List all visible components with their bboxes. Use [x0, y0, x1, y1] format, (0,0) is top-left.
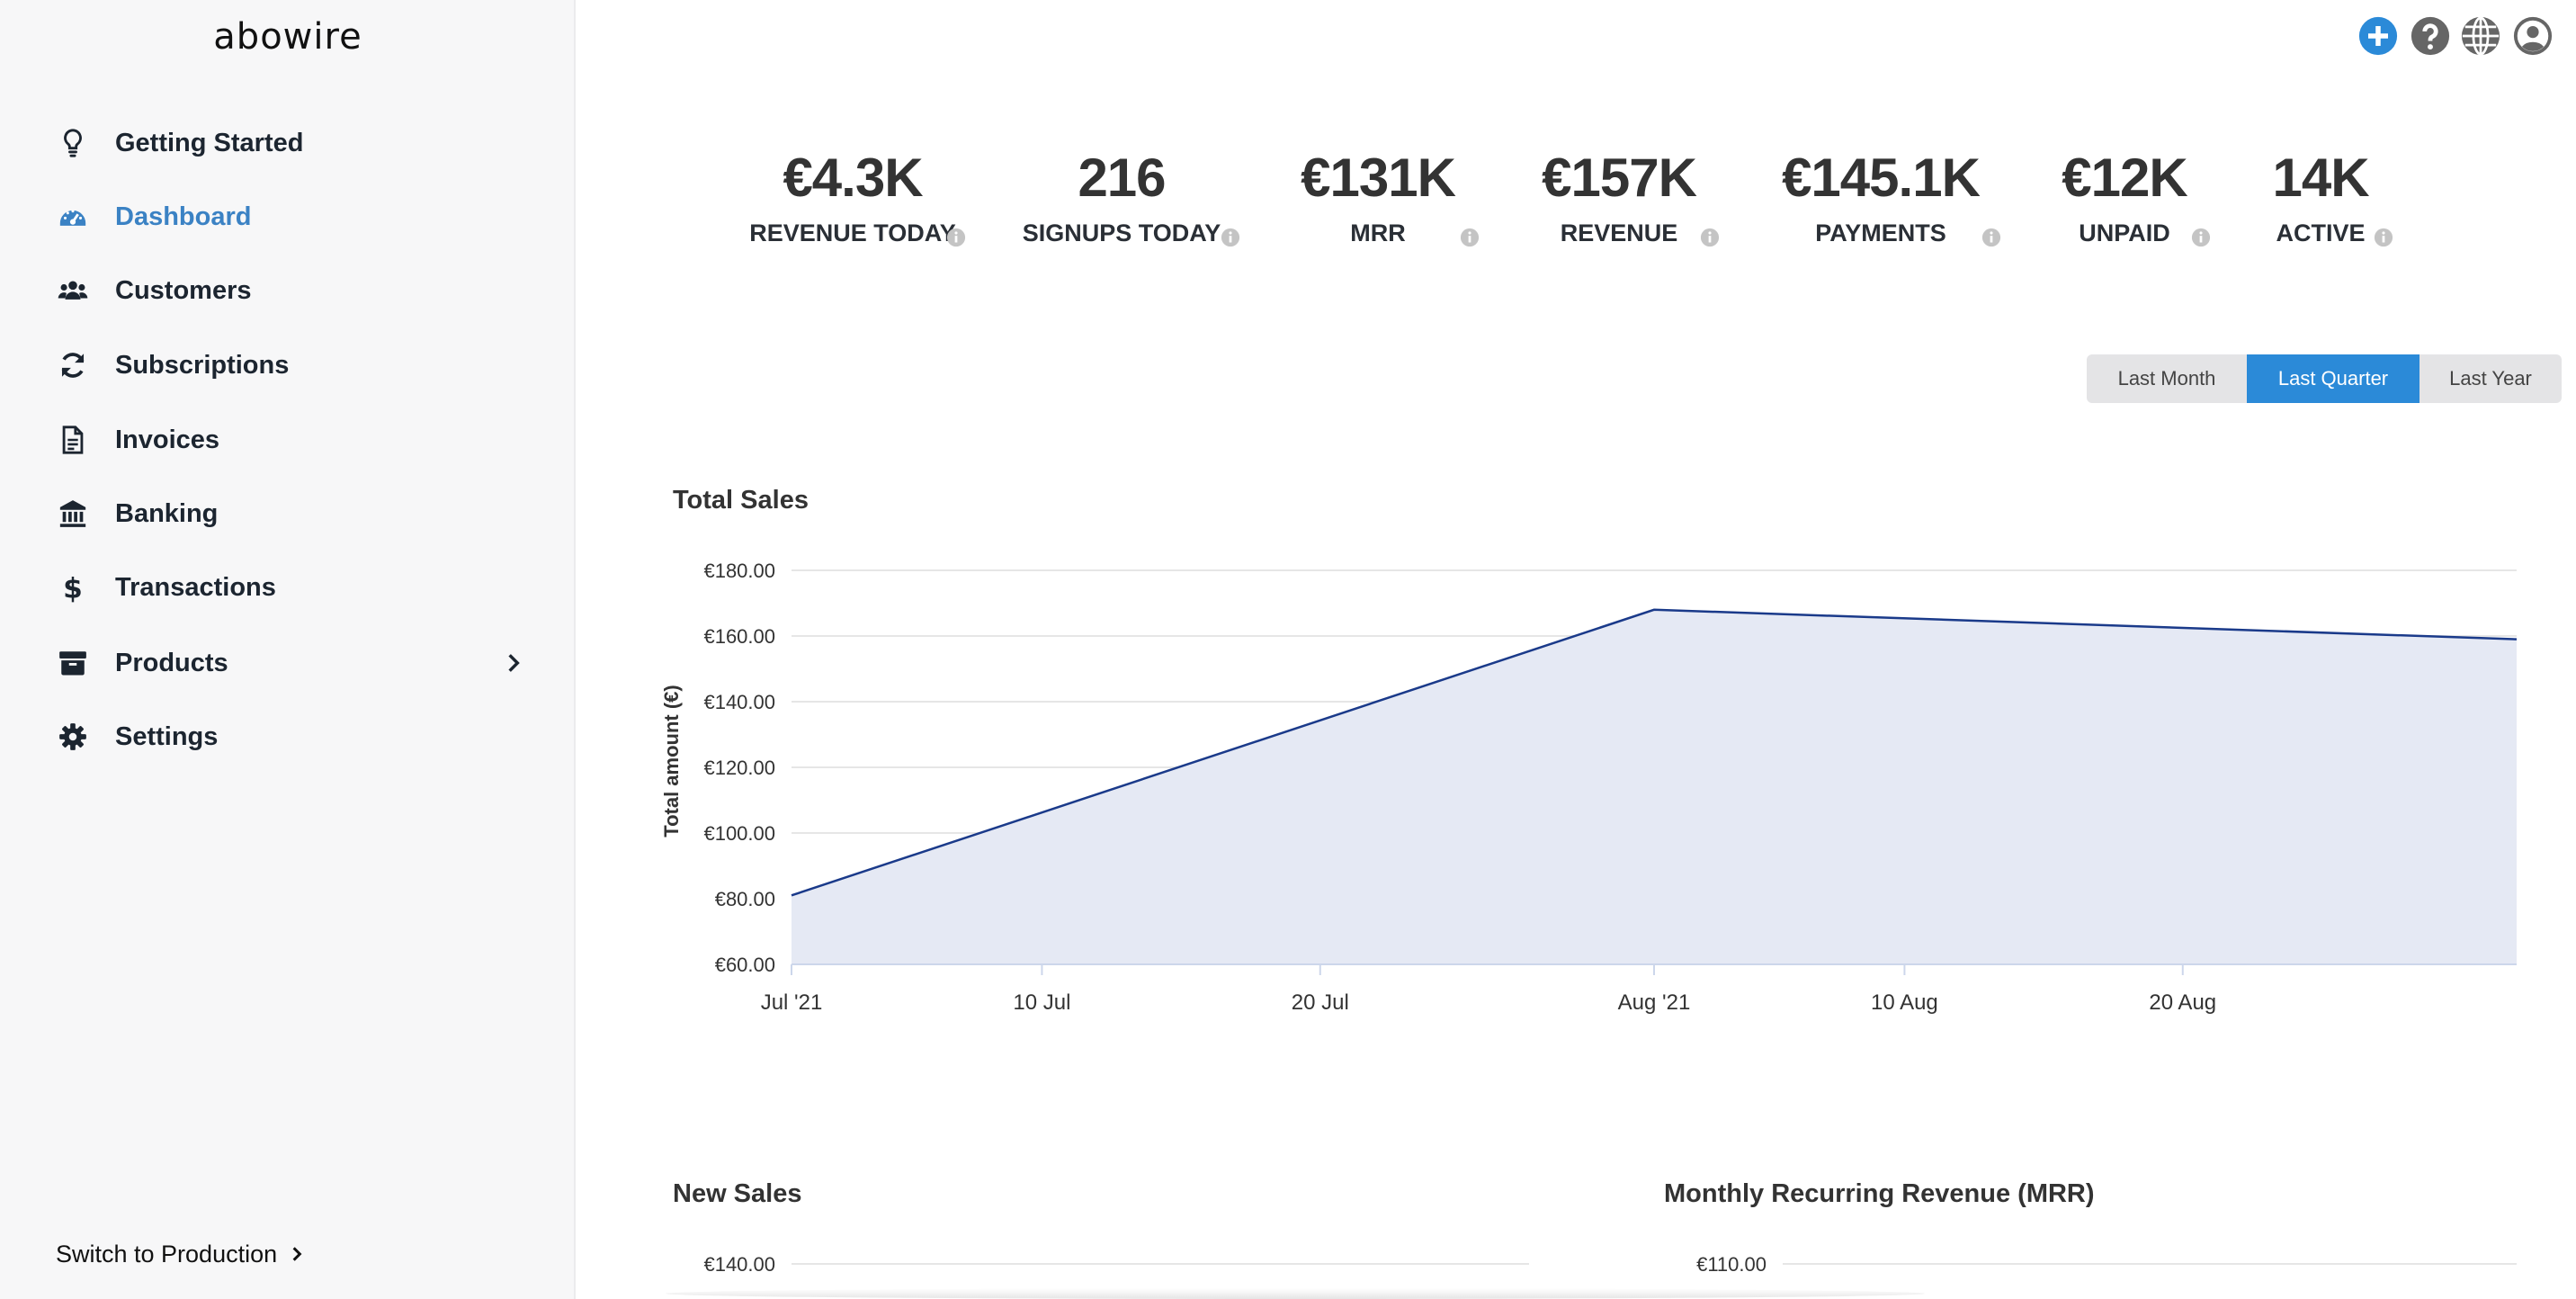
info-icon[interactable]	[2191, 228, 2211, 247]
sidebar-item-label: Invoices	[115, 425, 220, 454]
info-icon[interactable]	[1700, 228, 1720, 247]
kpi-value: €157K	[1542, 148, 1697, 208]
kpi-value: €145.1K	[1782, 148, 1981, 208]
info-icon[interactable]	[946, 228, 966, 247]
y-tick-label: €120.00	[703, 757, 775, 779]
sidebar: abowire Getting Started Dashboard Custom…	[0, 0, 576, 1299]
sidebar-item-products[interactable]: Products	[54, 635, 549, 691]
chevron-right-icon	[292, 1247, 302, 1261]
kpi-label: ACTIVE	[2276, 219, 2366, 246]
document-icon	[54, 421, 92, 459]
range-last-month-button[interactable]: Last Month	[2117, 367, 2216, 390]
globe-icon[interactable]	[2461, 16, 2500, 56]
y-tick-label: €60.00	[715, 954, 775, 976]
area-fill	[792, 609, 2517, 964]
users-icon	[54, 272, 92, 309]
user-icon[interactable]	[2513, 16, 2553, 56]
switch-to-production-link[interactable]: Switch to Production	[56, 1236, 306, 1272]
add-icon[interactable]	[2358, 16, 2398, 56]
kpi-revenue-today: €4.3K REVENUE TODAY	[739, 146, 966, 247]
kpi-payments: €145.1K PAYMENTS	[1768, 146, 1993, 247]
y-tick-label: €80.00	[715, 888, 775, 910]
dashboard-gauge-icon	[54, 198, 92, 236]
lightbulb-icon	[54, 124, 92, 162]
y-tick-label: €100.00	[703, 822, 775, 845]
series-line	[791, 608, 2518, 897]
sidebar-item-label: Banking	[115, 498, 219, 528]
x-tick-label: Jul '21	[761, 990, 823, 1015]
kpi-label: SIGNUPS TODAY	[1022, 219, 1221, 246]
sidebar-item-banking[interactable]: Banking	[54, 486, 549, 542]
info-icon[interactable]	[1460, 228, 1480, 247]
switch-to-production-label: Switch to Production	[56, 1240, 278, 1268]
range-last-quarter-button[interactable]: Last Quarter	[2247, 354, 2419, 403]
sidebar-item-label: Settings	[115, 721, 219, 751]
kpi-active: 14K ACTIVE	[2240, 146, 2402, 247]
y-tick-label: €140.00	[703, 691, 775, 713]
box-icon	[54, 644, 92, 682]
x-tick-label: 10 Aug	[1871, 990, 1938, 1015]
sidebar-item-label: Getting Started	[115, 128, 304, 157]
dollar-icon: $	[54, 569, 92, 606]
y-tick-label: €110.00	[1696, 1253, 1767, 1276]
sidebar-item-customers[interactable]: Customers	[54, 263, 549, 318]
kpi-revenue: €157K REVENUE	[1529, 146, 1709, 247]
sidebar-item-settings[interactable]: Settings	[54, 709, 549, 765]
total-sales-title: Total Sales	[673, 486, 809, 515]
gear-icon	[54, 718, 92, 756]
info-icon[interactable]	[2374, 228, 2393, 247]
kpi-value: €4.3K	[783, 148, 923, 208]
sidebar-item-label: Subscriptions	[115, 350, 290, 380]
kpi-unpaid: €12K UNPAID	[2035, 146, 2214, 247]
kpi-value: 14K	[2272, 148, 2369, 208]
kpi-label: UNPAID	[2079, 219, 2170, 246]
kpi-label: PAYMENTS	[1815, 219, 1946, 246]
kpi-mrr: €131K MRR	[1288, 146, 1468, 247]
kpi-label: REVENUE	[1560, 219, 1678, 246]
kpi-value: €131K	[1301, 148, 1456, 208]
kpi-value: 216	[1078, 148, 1166, 208]
x-tick-label: 20 Jul	[1292, 990, 1349, 1015]
range-last-year-button[interactable]: Last Year	[2449, 367, 2532, 390]
kpi-signups-today: 216 SIGNUPS TODAY	[1022, 146, 1221, 247]
y-tick-label: €140.00	[703, 1253, 775, 1276]
sidebar-item-dashboard[interactable]: Dashboard	[54, 189, 549, 245]
new-sales-title: New Sales	[673, 1179, 802, 1208]
info-icon[interactable]	[1981, 228, 2001, 247]
sidebar-item-subscriptions[interactable]: Subscriptions	[54, 337, 549, 393]
sidebar-item-label: Dashboard	[115, 202, 252, 231]
date-range-selector: Last Month Last Quarter Last Year	[2087, 354, 2562, 403]
x-tick-label: 20 Aug	[2149, 990, 2216, 1015]
y-tick-label: €160.00	[703, 625, 775, 648]
help-icon[interactable]	[2411, 16, 2450, 56]
y-axis-label: Total amount (€)	[660, 685, 683, 837]
bank-icon	[54, 495, 92, 533]
scroll-shadow	[666, 1288, 1925, 1299]
svg-text:$: $	[63, 572, 83, 603]
sidebar-item-label: Customers	[115, 275, 252, 305]
sidebar-item-label: Transactions	[115, 572, 276, 602]
x-tick-label: 10 Jul	[1013, 990, 1070, 1015]
info-icon[interactable]	[1221, 228, 1240, 247]
kpi-label: REVENUE TODAY	[749, 219, 956, 246]
mrr-chart-title: Monthly Recurring Revenue (MRR)	[1664, 1179, 2095, 1208]
chevron-right-icon[interactable]	[502, 651, 525, 675]
sidebar-item-transactions[interactable]: $ Transactions	[54, 560, 549, 615]
kpi-label: MRR	[1350, 219, 1406, 246]
sidebar-item-getting-started[interactable]: Getting Started	[54, 115, 549, 171]
y-tick-label: €180.00	[703, 560, 775, 582]
x-tick-label: Aug '21	[1618, 990, 1691, 1015]
kpi-value: €12K	[2062, 148, 2187, 208]
app-logo[interactable]: abowire	[213, 16, 362, 58]
sync-icon	[54, 346, 92, 384]
sidebar-item-invoices[interactable]: Invoices	[54, 412, 549, 468]
sidebar-item-label: Products	[115, 648, 228, 677]
